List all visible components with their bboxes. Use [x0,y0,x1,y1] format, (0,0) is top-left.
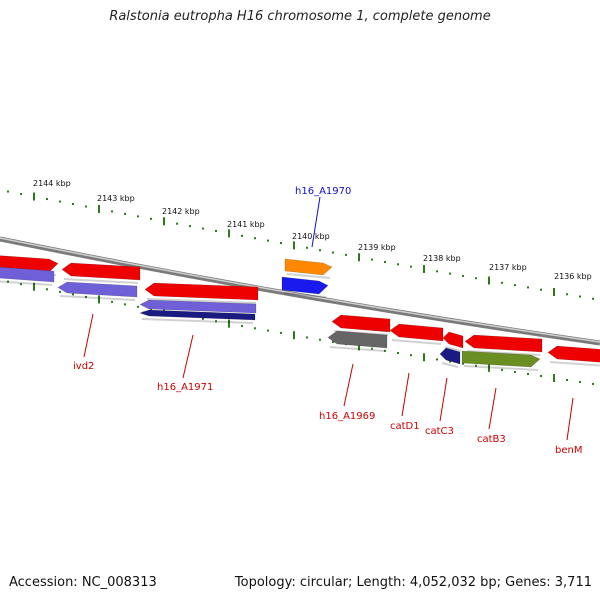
gene-arrow-shadow [283,292,327,298]
leader-line [566,397,574,441]
gene-arrow-red-4 [331,314,391,333]
leader-line [439,377,448,422]
gene-arrow-shadow [444,346,462,352]
gene-arrow-shadow [441,362,459,368]
gene-arrow-red-7 [464,334,543,353]
gene-arrow-h16-a1970 [281,276,329,295]
leader-line [182,334,194,379]
gene-arrow-red-1 [0,255,59,273]
gene-arrow-purple-1 [0,266,55,283]
gene-arrow-gray [327,330,388,349]
leader-line [83,313,94,358]
leader-line [311,196,321,248]
gene-arrow-red-3 [144,282,259,301]
gene-arrow-purple-2 [57,281,138,298]
tick-label: 2136 kbp [554,272,592,281]
map-title: Ralstonia eutropha H16 chromosome 1, com… [109,9,491,24]
gene-arrow-shadow [63,278,139,284]
chromosome-backbone [0,236,600,346]
gene-arrow-red-8 [547,345,600,363]
gene-arrow-shadow [549,361,600,367]
gene-arrow-purple-3 [139,299,257,314]
gene-arrow-shadow [329,346,386,352]
gene-arrow-shadow [141,318,254,324]
gene-label: ivd2 [73,361,94,372]
gene-label: h16_A1970 [295,186,351,197]
gene-labels: h16_A1970 ivd2 h16_A1971 h16_A1969 catD1 catC… [73,186,582,456]
tick-label: 2144 kbp [33,179,71,188]
tick-label: 2137 kbp [489,263,527,272]
gene-label: h16_A1971 [157,382,213,393]
tick-label: 2139 kbp [358,243,396,252]
accession-text: Accession: NC_008313 [9,575,157,590]
leader-line [488,387,497,430]
scale-tick-labels: 2144 kbp 2143 kbp 2142 kbp 2141 kbp 2140 kbp… [33,179,592,281]
leader-line [401,372,410,417]
gene-label: catD1 [390,421,420,432]
tick-label: 2138 kbp [423,254,461,263]
tick-label: 2142 kbp [162,207,200,216]
tick-label: 2143 kbp [97,194,135,203]
gene-features [0,255,600,371]
gene-arrow-red-6 [442,331,464,349]
gene-arrow-shadow [146,298,257,304]
tick-label: 2141 kbp [227,220,265,229]
gene-arrow-red-2 [61,262,141,281]
gene-arrow-navy-2 [439,347,461,365]
leader-line [343,363,354,407]
gene-label: benM [555,445,582,456]
gene-arrow-shadow [391,339,442,345]
scale-ticks-upper [7,190,594,300]
gene-arrow-olive [461,350,541,368]
chromosome-backbone-highlight [0,237,600,343]
gene-arrow-shadow [463,365,539,371]
gene-arrow-orange [284,258,333,276]
gene-arrow-shadow [286,273,331,279]
gene-arrow-shadow [59,295,136,301]
gene-label: catC3 [425,426,454,437]
gene-arrow-shadow [0,280,53,286]
gene-label: h16_A1969 [319,411,375,422]
gene-arrow-shadow [466,350,541,356]
tick-label: 2140 kbp [292,232,330,241]
gene-arrow-navy-1 [139,309,256,321]
gene-label: catB3 [477,434,506,445]
label-leaders [83,196,574,441]
gene-arrow-red-5 [389,323,444,342]
topology-summary: Topology: circular; Length: 4,052,032 bp… [234,575,592,590]
